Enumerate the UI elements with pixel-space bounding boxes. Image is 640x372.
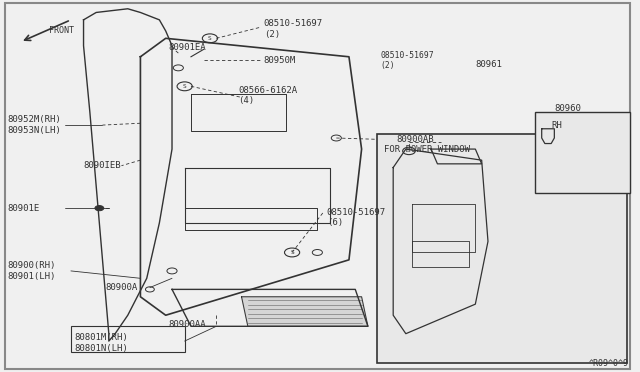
Text: 80801M(RH)
80801N(LH): 80801M(RH) 80801N(LH) (74, 333, 128, 353)
Text: 80961: 80961 (476, 60, 502, 69)
Bar (71, 326, 185, 352)
Text: S: S (208, 36, 212, 41)
Text: 80900(RH)
80901(LH): 80900(RH) 80901(LH) (8, 261, 56, 280)
Text: S: S (183, 84, 186, 89)
Bar (378, 134, 627, 363)
Text: FRONT: FRONT (49, 26, 74, 35)
Text: 08510-51697
(6): 08510-51697 (6) (327, 208, 386, 227)
Text: 80900AB: 80900AB (396, 135, 434, 144)
Text: 80900AA: 80900AA (169, 320, 207, 329)
Polygon shape (241, 297, 368, 326)
Circle shape (95, 206, 104, 211)
Text: FOR POWER WINDOW: FOR POWER WINDOW (384, 145, 470, 154)
Text: RH: RH (551, 121, 562, 129)
Text: 80950M: 80950M (264, 56, 296, 65)
Text: 08566-6162A
(4): 08566-6162A (4) (238, 86, 298, 105)
Text: ^R09^0^9: ^R09^0^9 (589, 359, 629, 368)
Text: S: S (407, 148, 411, 153)
Text: 08510-51697
(2): 08510-51697 (2) (264, 19, 323, 39)
Text: 8090IEB: 8090IEB (84, 161, 121, 170)
Text: 08510-51697
(2): 08510-51697 (2) (381, 51, 434, 70)
Text: 80900A: 80900A (106, 283, 138, 292)
Text: 80901EA: 80901EA (169, 43, 207, 52)
Text: S: S (290, 250, 294, 255)
Text: 80952M(RH)
80953N(LH): 80952M(RH) 80953N(LH) (8, 115, 61, 135)
Bar (536, 112, 630, 193)
Text: 80901E: 80901E (8, 203, 40, 213)
Text: 80960: 80960 (554, 104, 581, 113)
